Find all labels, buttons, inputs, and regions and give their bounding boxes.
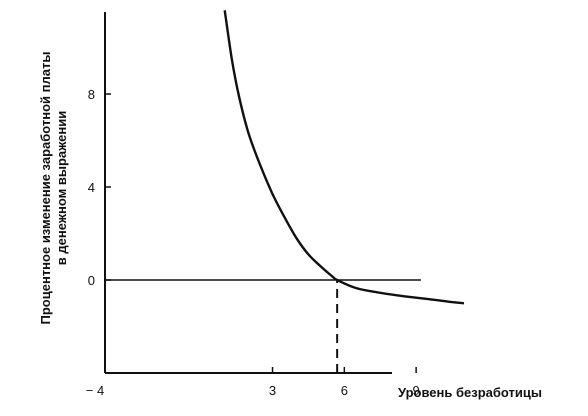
y-tick-label: 8	[88, 87, 95, 102]
x-axis-title: Уровень безработицы	[398, 385, 542, 400]
y-tick-label: 0	[88, 273, 95, 288]
tick-labels: − 4 3 6 9 0 4 8	[86, 87, 420, 398]
y-axis-title-line-1: Процентное изменение заработной платы	[38, 52, 53, 325]
reference-lines	[105, 279, 421, 373]
x-tick-label: 6	[341, 383, 348, 398]
x-tick-label: 3	[269, 383, 276, 398]
axes	[104, 12, 417, 374]
x-tick-label: 9	[413, 383, 420, 398]
x-tick-label: − 4	[86, 383, 104, 398]
y-tick-label: 4	[88, 180, 95, 195]
y-axis-title: Процентное изменение заработной платы в …	[38, 52, 69, 325]
y-axis-title-line-2: в денежном выражении	[54, 111, 69, 265]
series-layer	[223, 10, 465, 305]
phillips-curve-line	[223, 10, 465, 305]
